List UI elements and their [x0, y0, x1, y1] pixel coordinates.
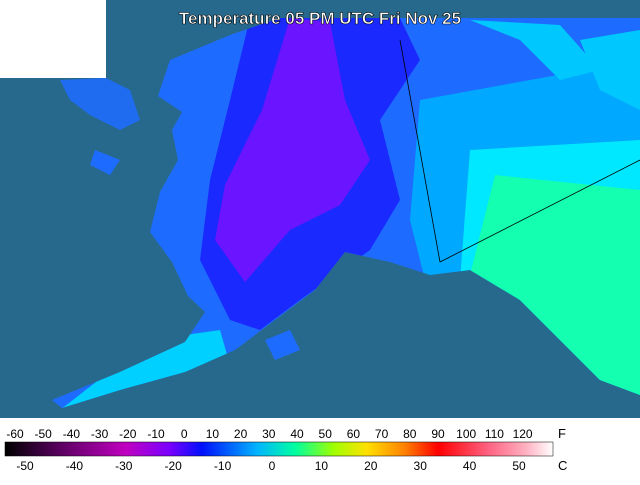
map: Temperature 05 PM UTC Fri Nov 25 — [0, 0, 640, 418]
fahrenheit-label: 50 — [319, 427, 333, 441]
title: Temperature 05 PM UTC Fri Nov 25 — [179, 9, 461, 28]
fahrenheit-label: -30 — [91, 427, 109, 441]
color-bar — [4, 441, 554, 457]
celsius-label: -30 — [115, 459, 133, 473]
unit-f: F — [558, 426, 566, 441]
celsius-label: -10 — [214, 459, 232, 473]
no-data — [0, 0, 106, 78]
legend: F C -60 -50 -40 -30 -20 -10 0 10 20 30 40 50 60 70 80 9… — [4, 426, 567, 473]
fahrenheit-label: -20 — [119, 427, 137, 441]
fahrenheit-label: 110 — [485, 427, 504, 441]
fahrenheit-label: -10 — [147, 427, 165, 441]
fahrenheit-label: 20 — [234, 427, 248, 441]
fahrenheit-label: 10 — [206, 427, 220, 441]
fahrenheit-label: 120 — [513, 427, 533, 441]
fahrenheit-label: 0 — [181, 427, 188, 441]
fahrenheit-label: 60 — [347, 427, 361, 441]
fahrenheit-label: 80 — [403, 427, 417, 441]
celsius-label: 10 — [315, 459, 329, 473]
fahrenheit-label: 40 — [290, 427, 304, 441]
islands — [90, 150, 300, 360]
celsius-label: -50 — [16, 459, 34, 473]
islands — [470, 20, 640, 110]
unit-c: C — [558, 458, 567, 473]
celsius-label: 20 — [364, 459, 378, 473]
celsius-label: -40 — [66, 459, 84, 473]
fahrenheit-label: -60 — [6, 427, 24, 441]
fahrenheit-label: 100 — [456, 427, 476, 441]
celsius-label: 30 — [414, 459, 428, 473]
fahrenheit-label: 70 — [375, 427, 389, 441]
border — [399, 39, 441, 263]
fahrenheit-label: -50 — [35, 427, 53, 441]
fahrenheit-label: -40 — [63, 427, 81, 441]
celsius-label: 40 — [463, 459, 477, 473]
celsius-label: -20 — [165, 459, 183, 473]
fahrenheit-label: 30 — [262, 427, 276, 441]
chukotka — [60, 78, 140, 130]
celsius-label: 50 — [512, 459, 526, 473]
fahrenheit-label: 90 — [431, 427, 445, 441]
border — [439, 159, 640, 263]
celsius-label: 0 — [269, 459, 276, 473]
